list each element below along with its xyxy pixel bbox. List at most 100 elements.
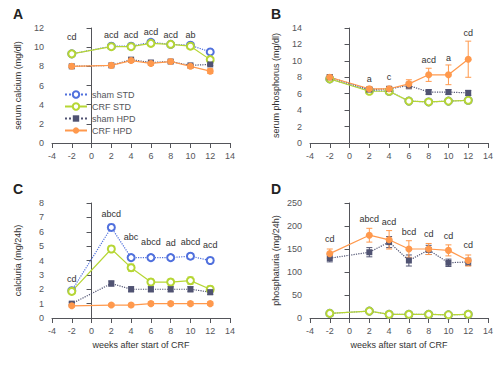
svg-text:0: 0 [89,151,94,161]
svg-text:4: 4 [387,151,392,161]
svg-text:-2: -2 [68,326,76,336]
svg-text:cd: cd [424,229,434,239]
svg-text:12: 12 [292,39,302,49]
svg-text:6: 6 [406,326,411,336]
svg-text:50: 50 [292,290,302,300]
svg-text:c: c [387,72,392,82]
svg-text:abcd: abcd [181,237,201,247]
svg-text:150: 150 [287,244,302,254]
svg-text:8: 8 [426,326,431,336]
svg-text:B: B [271,6,281,22]
svg-text:CRF HPD: CRF HPD [92,126,132,136]
svg-text:0: 0 [39,138,44,148]
svg-text:8: 8 [297,72,302,82]
svg-text:10: 10 [185,326,195,336]
svg-text:cd: cd [67,274,77,284]
svg-text:ad: ad [166,238,176,248]
svg-text:14: 14 [292,23,302,33]
svg-text:250: 250 [287,198,302,208]
svg-text:6: 6 [39,227,44,237]
svg-text:C: C [13,181,23,197]
svg-text:-2: -2 [68,151,76,161]
svg-text:sham STD: sham STD [92,90,135,100]
svg-text:abc: abc [124,232,139,242]
svg-text:bcd: bcd [402,227,417,237]
svg-text:8: 8 [39,61,44,71]
svg-text:10: 10 [292,56,302,66]
svg-text:10: 10 [443,326,453,336]
svg-text:0: 0 [347,326,352,336]
svg-text:6: 6 [148,326,153,336]
svg-text:2: 2 [39,119,44,129]
svg-text:14: 14 [225,326,235,336]
svg-text:5: 5 [39,241,44,251]
svg-text:4: 4 [39,100,44,110]
svg-text:6: 6 [297,89,302,99]
svg-text:4: 4 [387,326,392,336]
svg-text:12: 12 [205,151,215,161]
svg-text:14: 14 [483,326,493,336]
svg-text:ab: ab [185,30,195,40]
svg-text:12: 12 [34,23,44,33]
svg-text:8: 8 [426,151,431,161]
svg-text:7: 7 [39,212,44,222]
svg-text:0: 0 [297,313,302,323]
svg-text:4: 4 [129,326,134,336]
svg-text:6: 6 [39,81,44,91]
svg-text:phosphaturia (mg/24h): phosphaturia (mg/24h) [271,215,281,306]
svg-text:CRF STD: CRF STD [92,102,131,112]
svg-text:2: 2 [367,326,372,336]
svg-text:calciuria (mg/24h): calciuria (mg/24h) [13,225,23,297]
svg-text:sham HPD: sham HPD [92,114,136,124]
svg-text:3: 3 [39,270,44,280]
svg-text:6: 6 [406,151,411,161]
svg-text:-2: -2 [326,151,334,161]
svg-text:acd: acd [124,30,139,40]
svg-text:acd: acd [382,217,397,227]
svg-text:serum phosphorus (mg/dl): serum phosphorus (mg/dl) [271,33,281,138]
svg-text:abcd: abcd [360,214,380,224]
svg-text:4: 4 [129,151,134,161]
svg-text:2: 2 [39,284,44,294]
svg-text:0: 0 [89,326,94,336]
svg-text:cd: cd [325,234,335,244]
svg-text:4: 4 [297,105,302,115]
svg-text:weeks after start of CRF: weeks after start of CRF [349,340,448,350]
svg-text:100: 100 [287,267,302,277]
svg-text:8: 8 [168,326,173,336]
svg-text:acd: acd [163,30,178,40]
svg-text:2: 2 [297,122,302,132]
svg-text:4: 4 [39,256,44,266]
svg-text:12: 12 [463,151,473,161]
svg-text:10: 10 [443,151,453,161]
svg-text:2: 2 [109,151,114,161]
svg-text:acd: acd [203,240,218,250]
svg-text:8: 8 [39,198,44,208]
svg-text:-2: -2 [326,326,334,336]
svg-text:acd: acd [144,27,159,37]
svg-text:10: 10 [34,42,44,52]
svg-text:acd: acd [104,30,119,40]
svg-text:14: 14 [225,151,235,161]
svg-text:10: 10 [185,151,195,161]
svg-text:A: A [13,6,23,22]
svg-text:cd: cd [463,240,473,250]
svg-text:12: 12 [463,326,473,336]
svg-text:a: a [367,74,372,84]
svg-text:abcd: abcd [102,209,122,219]
svg-text:abcd: abcd [141,237,161,247]
svg-text:200: 200 [287,221,302,231]
svg-text:1: 1 [39,299,44,309]
svg-text:14: 14 [483,151,493,161]
svg-text:12: 12 [205,326,215,336]
svg-text:cd: cd [67,32,77,42]
svg-text:-4: -4 [306,151,314,161]
svg-text:0: 0 [297,138,302,148]
svg-text:-4: -4 [48,151,56,161]
svg-text:-4: -4 [306,326,314,336]
svg-text:cd: cd [444,231,454,241]
svg-text:0: 0 [39,313,44,323]
svg-text:8: 8 [168,151,173,161]
svg-text:D: D [271,181,281,197]
svg-text:-4: -4 [48,326,56,336]
